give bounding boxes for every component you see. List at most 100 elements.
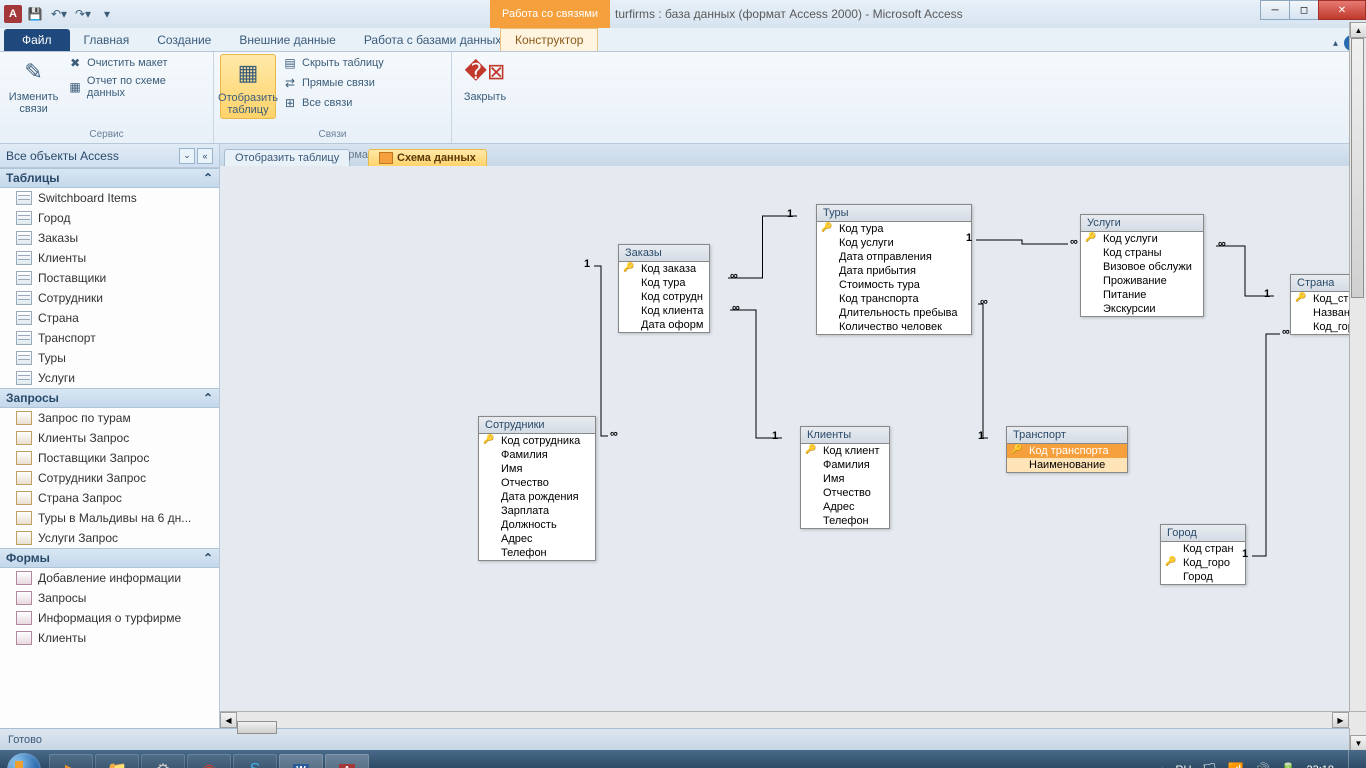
db-field[interactable]: Имя [801,472,889,486]
db-field[interactable]: Имя [479,462,595,476]
db-field[interactable]: Дата отправления [817,250,971,264]
nav-item[interactable]: Туры в Мальдивы на 6 дн... [0,508,219,528]
db-table-tury[interactable]: ТурыКод тураКод услугиДата отправленияДа… [816,204,972,335]
db-table-klienty[interactable]: КлиентыКод клиентФамилияИмяОтчествоАдрес… [800,426,890,529]
db-field[interactable]: Код транспорта [1007,444,1127,458]
nav-item[interactable]: Клиенты [0,628,219,648]
scroll-up-button[interactable]: ▲ [1350,22,1366,38]
db-field[interactable]: Дата рождения [479,490,595,504]
tab-design[interactable]: Конструктор [500,28,598,51]
nav-item[interactable]: Сотрудники [0,288,219,308]
nav-item[interactable]: Страна Запрос [0,488,219,508]
db-field[interactable]: Телефон [801,514,889,528]
db-field[interactable]: Должность [479,518,595,532]
db-field[interactable]: Визовое обслужи [1081,260,1203,274]
db-field[interactable]: Наименование [1007,458,1127,472]
tab-create[interactable]: Создание [143,29,225,51]
nav-item[interactable]: Добавление информации [0,568,219,588]
all-relationships-button[interactable]: ⊞Все связи [280,94,386,112]
nav-item[interactable]: Город [0,208,219,228]
db-field[interactable]: Длительность пребыва [817,306,971,320]
db-field[interactable]: Код_горо [1161,556,1245,570]
task-word[interactable]: W [279,754,323,768]
db-field[interactable]: Код транспорта [817,292,971,306]
db-field[interactable]: Адрес [479,532,595,546]
hide-table-button[interactable]: ▤Скрыть таблицу [280,54,386,72]
db-table-title[interactable]: Туры [817,205,971,222]
clear-layout-button[interactable]: ✖Очистить макет [65,54,207,72]
scrollbar-horizontal[interactable]: ◀ ▶ [220,711,1366,728]
task-chrome[interactable]: ◉ [187,754,231,768]
relationship-report-button[interactable]: ▦Отчет по схеме данных [65,74,207,100]
nav-item[interactable]: Транспорт [0,328,219,348]
qat-redo-icon[interactable]: ↷▾ [72,4,94,24]
nav-item[interactable]: Информация о турфирме [0,608,219,628]
db-field[interactable]: Дата оформ [619,318,709,332]
db-table-title[interactable]: Транспорт [1007,427,1127,444]
nav-item[interactable]: Клиенты Запрос [0,428,219,448]
nav-section-queries[interactable]: Запросы⌃ [0,388,219,408]
nav-item[interactable]: Клиенты [0,248,219,268]
db-table-gorod[interactable]: ГородКод странКод_гороГород [1160,524,1246,585]
db-field[interactable]: Экскурсии [1081,302,1203,316]
nav-header[interactable]: Все объекты Access ⌄ « [0,144,219,168]
db-field[interactable]: Код стран [1161,542,1245,556]
db-field[interactable]: Зарплата [479,504,595,518]
start-button[interactable] [0,750,48,768]
db-field[interactable]: Фамилия [801,458,889,472]
nav-collapse-icon[interactable]: « [197,148,213,164]
qat-customize-icon[interactable]: ▾ [96,4,118,24]
close-design-button[interactable]: �⊠ Закрыть [458,54,512,105]
show-table-button[interactable]: ▦ Отобразить таблицу [220,54,276,119]
db-field[interactable]: Город [1161,570,1245,584]
db-table-title[interactable]: Город [1161,525,1245,542]
nav-item[interactable]: Сотрудники Запрос [0,468,219,488]
db-field[interactable]: Код страны [1081,246,1203,260]
db-table-title[interactable]: Клиенты [801,427,889,444]
scroll-right-button[interactable]: ▶ [1332,712,1349,728]
tray-volume-icon[interactable]: 🔊 [1254,762,1270,768]
tray-network-icon[interactable]: 📶 [1228,762,1244,768]
scroll-down-button[interactable]: ▼ [1350,735,1366,751]
nav-item[interactable]: Страна [0,308,219,328]
db-field[interactable]: Код клиент [801,444,889,458]
direct-relationships-button[interactable]: ⇄Прямые связи [280,74,386,92]
db-field[interactable]: Проживание [1081,274,1203,288]
minimize-button[interactable]: ─ [1260,0,1290,20]
scroll-thumb-h[interactable] [237,721,277,734]
nav-item[interactable]: Туры [0,348,219,368]
db-field[interactable]: Дата прибытия [817,264,971,278]
nav-item[interactable]: Запрос по турам [0,408,219,428]
task-explorer[interactable]: 📁 [95,754,139,768]
relationships-canvas[interactable]: ЗаказыКод заказаКод тураКод сотруднКод к… [220,166,1366,711]
tray-battery-icon[interactable]: 🔋 [1280,762,1296,768]
maximize-button[interactable]: ◻ [1289,0,1319,20]
doc-tab-schema[interactable]: Схема данных [368,149,487,166]
file-tab[interactable]: Файл [4,29,70,51]
db-field[interactable]: Телефон [479,546,595,560]
nav-section-tables[interactable]: Таблицы⌃ [0,168,219,188]
tray-flag-icon[interactable]: 🏳 [1201,762,1218,768]
db-field[interactable]: Адрес [801,500,889,514]
qat-save-icon[interactable]: 💾 [24,4,46,24]
db-field[interactable]: Отчество [479,476,595,490]
nav-item[interactable]: Заказы [0,228,219,248]
ribbon-minimize-icon[interactable]: ▴ [1333,38,1338,49]
doc-tab-show-table[interactable]: Отобразить таблицу [224,149,350,166]
db-field[interactable]: Код услуги [1081,232,1203,246]
tray-show-hidden-icon[interactable]: ▴ [1159,762,1166,768]
db-field[interactable]: Код заказа [619,262,709,276]
scroll-thumb-v[interactable] [1351,38,1364,298]
nav-item[interactable]: Услуги [0,368,219,388]
tab-external-data[interactable]: Внешние данные [225,29,350,51]
nav-item[interactable]: Switchboard Items [0,188,219,208]
scroll-left-button[interactable]: ◀ [220,712,237,728]
nav-section-forms[interactable]: Формы⌃ [0,548,219,568]
show-desktop-button[interactable] [1348,750,1360,768]
tray-clock[interactable]: 23:18 [1306,764,1334,768]
nav-item[interactable]: Поставщики [0,268,219,288]
nav-item[interactable]: Поставщики Запрос [0,448,219,468]
edit-relationships-button[interactable]: ✎ Изменить связи [6,54,61,117]
db-table-title[interactable]: Сотрудники [479,417,595,434]
db-field[interactable]: Код тура [817,222,971,236]
